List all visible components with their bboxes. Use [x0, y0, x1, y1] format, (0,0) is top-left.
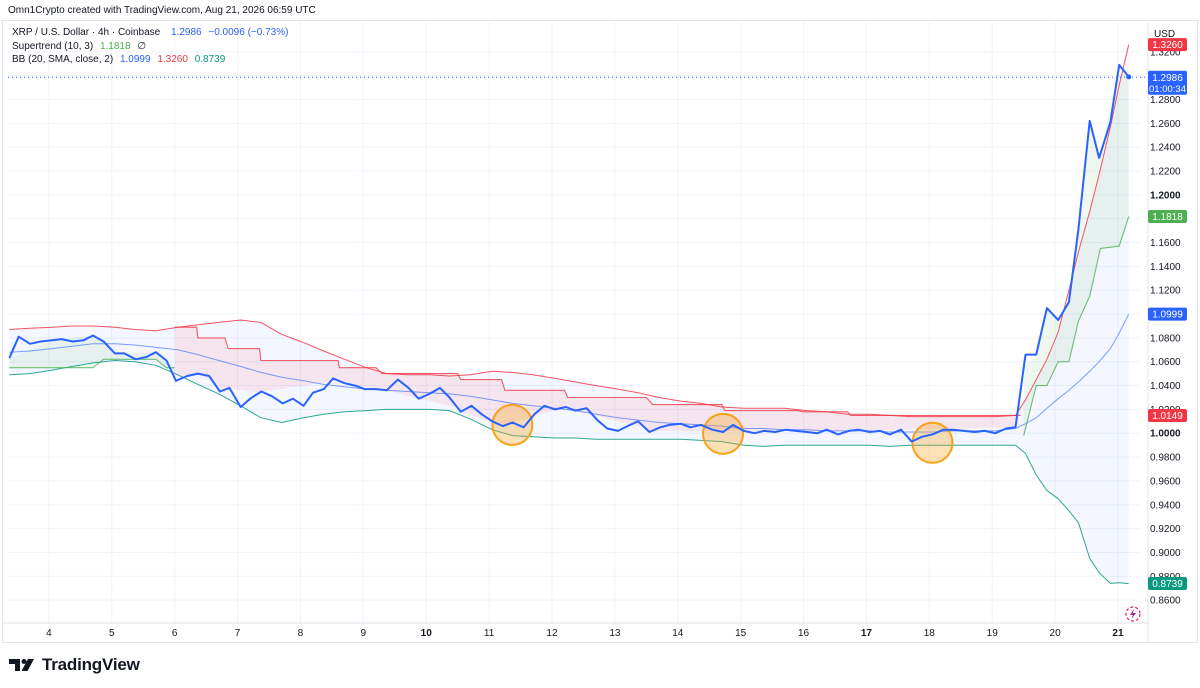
- bb-lower-line: [9, 359, 1129, 585]
- price-tick-label: 1.1600: [1150, 238, 1181, 249]
- supertrend-down-fill: [174, 327, 1021, 432]
- price-tick-label: 1.1400: [1150, 262, 1181, 273]
- price-badge-label: 1.2986: [1152, 73, 1183, 84]
- price-badge-countdown: 01:00:34: [1149, 84, 1186, 95]
- time-tick-label: 9: [361, 628, 367, 639]
- time-axis: 4 5 6 7 8 9 10 11 12 13 14 15 16 17 18 19 20 21: [46, 628, 1124, 639]
- price-badge-bb-lower: 0.8739: [1148, 577, 1187, 591]
- tradingview-branding[interactable]: TradingView: [9, 655, 140, 675]
- price-badge-bg: [1148, 70, 1187, 95]
- time-tick-label: 18: [924, 628, 936, 639]
- price-tick-label: 1.0000: [1150, 429, 1181, 440]
- legend-supertrend-row[interactable]: Supertrend (10, 3) 1.1818 ∅: [12, 40, 288, 54]
- time-tick-label: 8: [298, 628, 304, 639]
- highlight-circle-marker: [702, 412, 745, 455]
- price-badge-supertrend: 1.1818: [1148, 210, 1187, 224]
- price-tick-label: 1.0400: [1150, 381, 1181, 392]
- price-tick-label: 1.0600: [1150, 357, 1181, 368]
- price-tick-label: 0.8600: [1150, 596, 1181, 607]
- price-badge-label: 0.8739: [1152, 579, 1183, 590]
- price-tick-label: 1.2200: [1150, 167, 1181, 178]
- price-badge-bg: [1148, 577, 1187, 591]
- chart-credit: Omn1Crypto created with TradingView.com,…: [8, 5, 316, 16]
- time-tick-label: 21: [1112, 628, 1124, 639]
- time-tick-label: 7: [235, 628, 241, 639]
- time-tick-label: 6: [172, 628, 178, 639]
- lightning-icon-ring: [1125, 606, 1141, 622]
- price-tick-label: 1.0800: [1150, 333, 1181, 344]
- legend-supertrend-value: 1.1818: [99, 40, 131, 52]
- legend-bb-row[interactable]: BB (20, SMA, close, 2) 1.0999 1.3260 0.8…: [12, 53, 288, 67]
- lightning-icon-bolt: [1130, 609, 1136, 619]
- tradingview-logo-icon: [9, 659, 34, 671]
- supertrend-up-line: [9, 358, 175, 369]
- price-badge-bg: [1148, 210, 1187, 224]
- time-tick-label: 11: [484, 628, 495, 639]
- legend-supertrend-label[interactable]: Supertrend (10, 3): [12, 40, 94, 52]
- supertrend-down-line: [174, 326, 1021, 416]
- chart-legend: XRP / U.S. Dollar · 4h · Coinbase 1.2986…: [12, 26, 288, 67]
- legend-bb-basis: 1.0999: [119, 54, 151, 65]
- price-tick-label: 0.9800: [1150, 453, 1181, 464]
- legend-change: −0.0096 (−0.73%): [208, 27, 289, 38]
- lightning-icon[interactable]: [1125, 606, 1141, 622]
- legend-bb-lower: 0.8739: [194, 54, 226, 65]
- time-tick-label: 15: [735, 628, 747, 639]
- time-tick-label: 17: [861, 628, 873, 639]
- price-badge-bg: [1148, 408, 1187, 422]
- bb-upper-line: [9, 44, 1130, 418]
- price-tick-label: 1.3200: [1150, 47, 1181, 58]
- price-badge-label: 1.3260: [1152, 40, 1183, 51]
- highlight-circle-marker: [491, 403, 534, 446]
- price-tick-label: 0.9200: [1150, 524, 1181, 535]
- time-tick-label: 16: [798, 628, 810, 639]
- price-tick-label: 1.2800: [1150, 95, 1181, 106]
- time-tick-label: 12: [546, 628, 558, 639]
- price-badge-bb-basis: 1.0999: [1148, 307, 1187, 321]
- price-badge-label: 1.1818: [1152, 212, 1183, 223]
- currency-label: USD: [1154, 29, 1175, 40]
- price-tick-label: 1.1200: [1150, 286, 1181, 297]
- legend-symbol-row[interactable]: XRP / U.S. Dollar · 4h · Coinbase 1.2986…: [12, 26, 288, 40]
- price-line: [8, 63, 1130, 443]
- legend-symbol[interactable]: XRP / U.S. Dollar · 4h · Coinbase: [12, 27, 161, 38]
- price-badge-bg: [1148, 38, 1187, 52]
- price-tick-label: 1.2000: [1150, 190, 1181, 201]
- time-tick-label: 19: [987, 628, 999, 639]
- time-tick-label: 5: [109, 628, 115, 639]
- price-tick-label: 1.2600: [1150, 119, 1181, 130]
- price-badge-supertrend-down: 1.0149: [1148, 408, 1187, 422]
- highlight-circle-marker: [911, 421, 954, 464]
- price-badge-label: 1.0149: [1152, 411, 1183, 422]
- price-tick-label: 0.9400: [1150, 500, 1181, 511]
- price-tick-label: 0.9600: [1150, 476, 1181, 487]
- time-tick-label: 20: [1050, 628, 1062, 639]
- legend-price: 1.2986: [171, 27, 202, 38]
- legend-bb-label[interactable]: BB (20, SMA, close, 2): [12, 54, 114, 65]
- legend-empty-set-icon: ∅: [137, 40, 147, 52]
- price-badge-label: 1.0999: [1152, 310, 1183, 321]
- price-badge-bg: [1148, 307, 1187, 321]
- tradingview-logo-text: TradingView: [42, 655, 140, 674]
- time-tick-label: 10: [421, 628, 433, 639]
- chart-frame: [2, 20, 1198, 643]
- time-tick-label: 13: [609, 628, 621, 639]
- legend-bb-upper: 1.3260: [157, 54, 188, 65]
- price-tick-label: 0.9000: [1150, 548, 1181, 559]
- time-tick-label: 4: [46, 628, 52, 639]
- time-tick-label: 14: [672, 628, 684, 639]
- price-badge-bb-upper: 1.3260: [1148, 38, 1187, 52]
- price-tick-label: 1.2400: [1150, 143, 1181, 154]
- supertrend-up-line: [1023, 216, 1130, 436]
